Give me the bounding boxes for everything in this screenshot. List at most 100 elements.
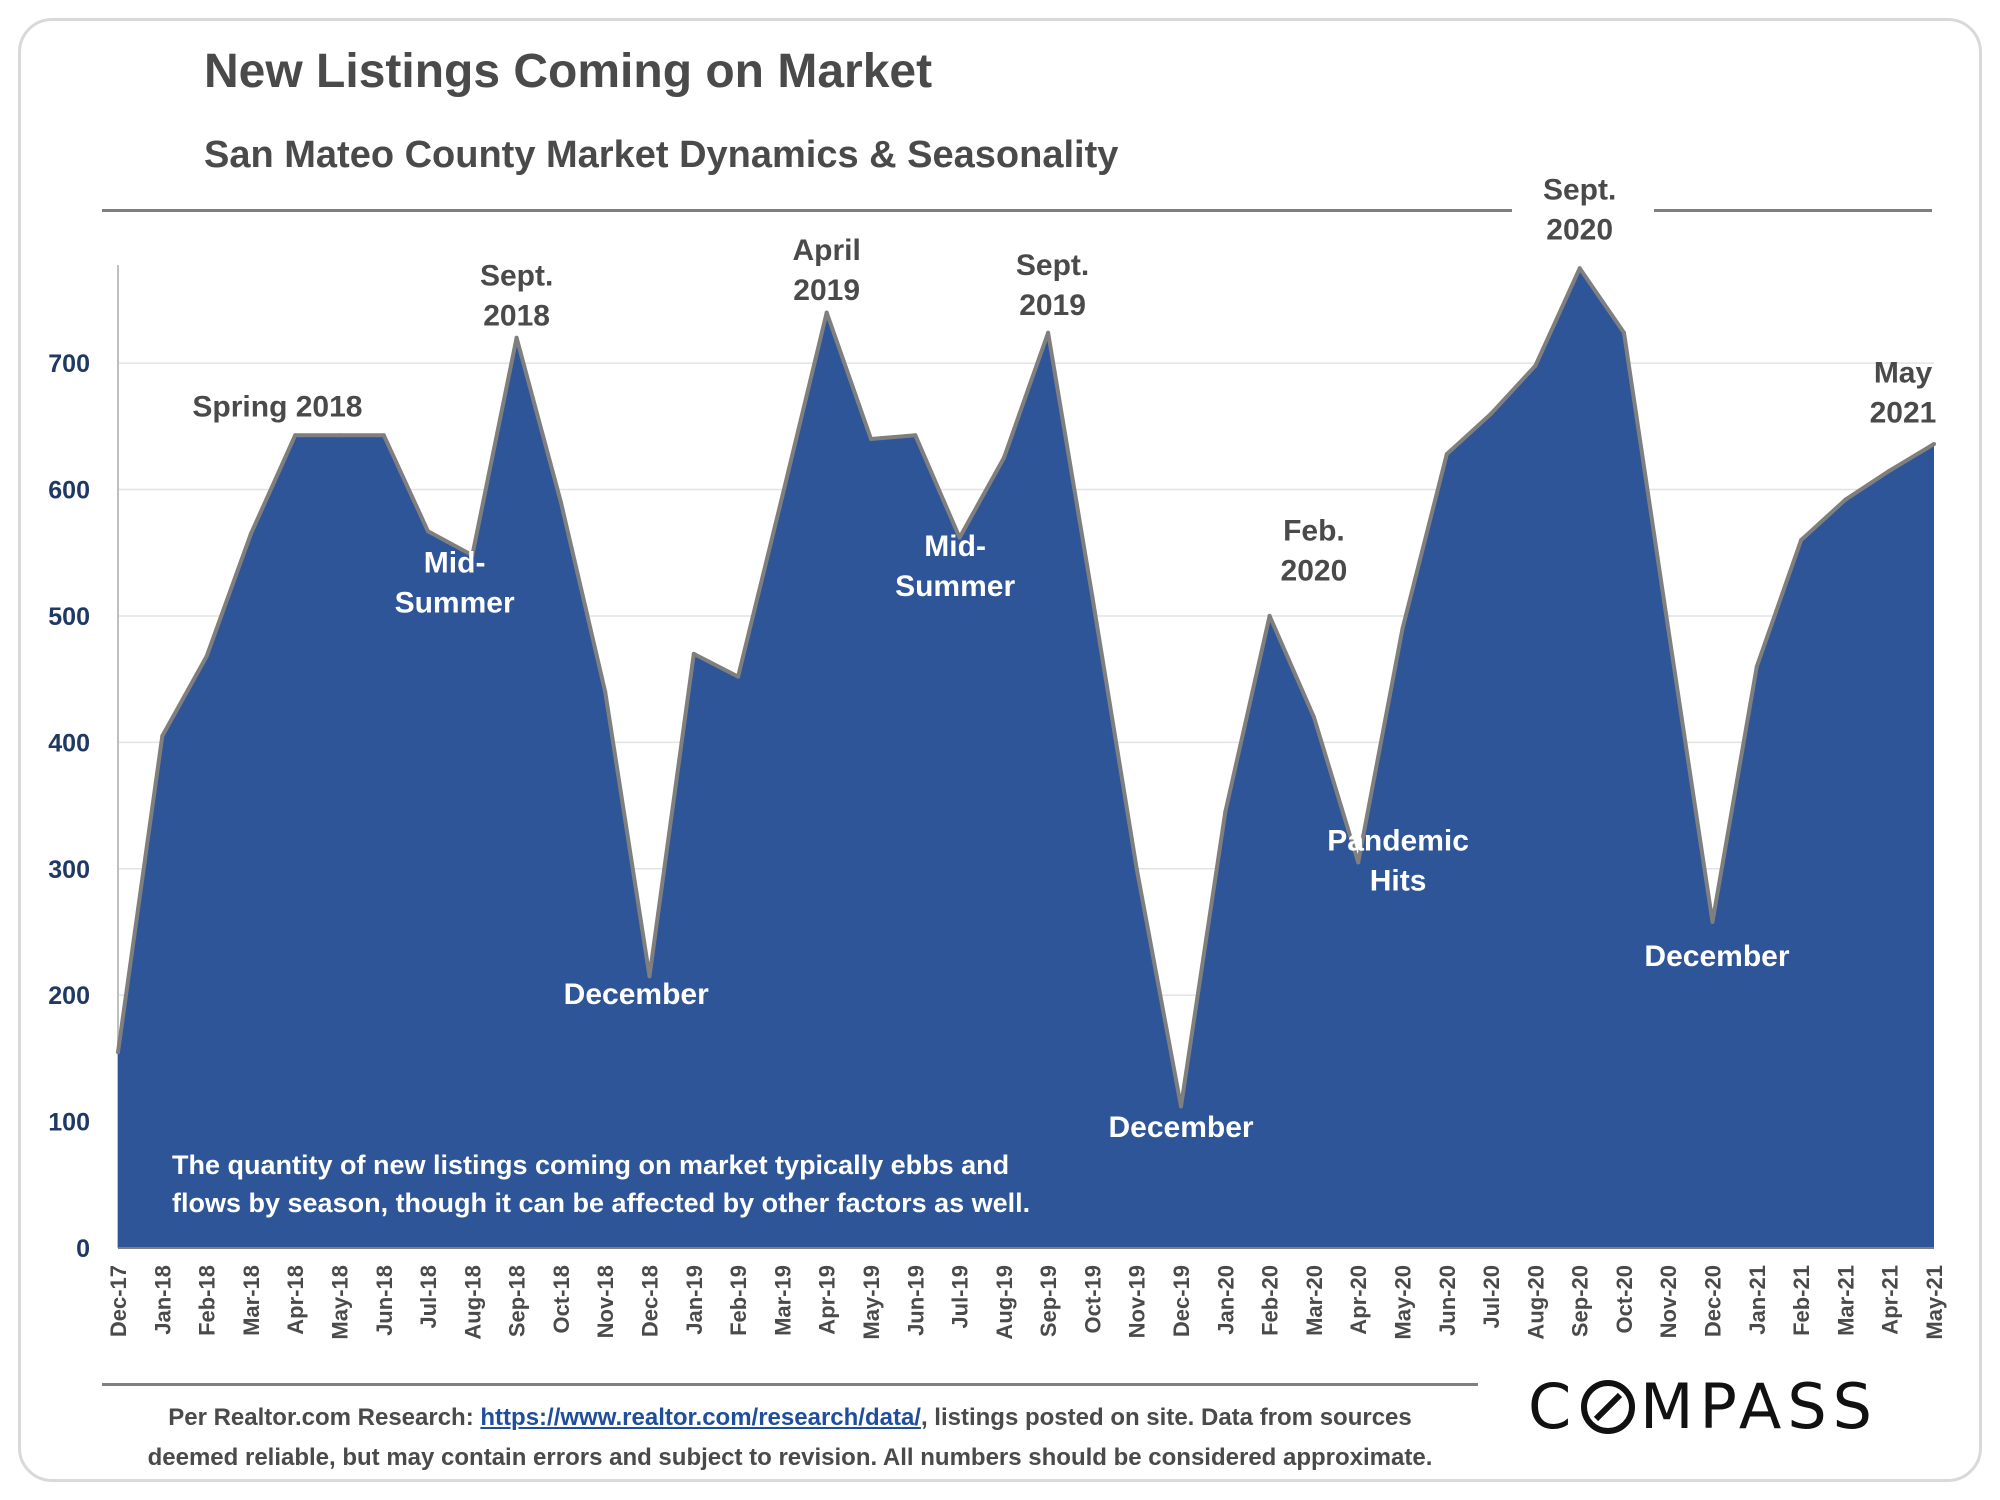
header-divider-right bbox=[1654, 209, 1932, 212]
x-tick-label: May-21 bbox=[1922, 1265, 1947, 1340]
annotation-label: Mid- bbox=[924, 530, 986, 563]
data-point-Jan-19 bbox=[691, 651, 696, 656]
data-point-Aug-19 bbox=[1001, 455, 1006, 460]
data-point-Feb-20 bbox=[1267, 613, 1272, 618]
annotation-label: Sept. bbox=[1016, 249, 1089, 282]
data-point-Sep-18 bbox=[514, 335, 519, 340]
x-tick-label: Aug-18 bbox=[460, 1265, 485, 1340]
data-point-Sep-20 bbox=[1577, 266, 1582, 271]
data-point-Feb-18 bbox=[204, 654, 209, 659]
data-point-Jan-20 bbox=[1223, 809, 1228, 814]
annotation-label: Mid- bbox=[424, 546, 486, 579]
data-point-Apr-19 bbox=[824, 310, 829, 315]
x-tick-label: Jun-19 bbox=[903, 1265, 928, 1336]
data-point-Oct-19 bbox=[1090, 595, 1095, 599]
chart-frame bbox=[18, 18, 1982, 1482]
annotation-label: Sept. bbox=[480, 259, 553, 292]
annotation-label: 2019 bbox=[793, 274, 860, 307]
x-tick-label: Nov-20 bbox=[1656, 1265, 1681, 1338]
source-footnote: Per Realtor.com Research: https://www.re… bbox=[100, 1398, 1480, 1478]
x-tick-label: May-18 bbox=[327, 1265, 352, 1340]
data-point-Mar-19 bbox=[780, 493, 785, 498]
x-tick-label: Nov-18 bbox=[593, 1265, 618, 1338]
source-suffix: , listings posted on site. Data from sou… bbox=[920, 1404, 1412, 1431]
annotation-label: December bbox=[564, 978, 709, 1011]
data-point-May-21 bbox=[1932, 442, 1936, 446]
x-tick-label: Apr-18 bbox=[283, 1265, 308, 1335]
data-point-Jun-18 bbox=[381, 433, 386, 438]
data-point-Jun-19 bbox=[913, 433, 918, 438]
data-point-Nov-19 bbox=[1134, 866, 1139, 871]
annotation-label: May bbox=[1874, 357, 1933, 390]
annotation-label: Sept. bbox=[1543, 173, 1616, 206]
data-point-Nov-20 bbox=[1666, 626, 1671, 631]
data-point-Jul-20 bbox=[1489, 411, 1494, 416]
footer-divider bbox=[102, 1383, 1478, 1386]
annotation-label: 2021 bbox=[1870, 397, 1937, 430]
x-tick-label: Dec-19 bbox=[1169, 1265, 1194, 1337]
x-tick-label: Mar-19 bbox=[770, 1265, 795, 1336]
x-tick-label: Dec-17 bbox=[106, 1265, 131, 1337]
data-point-Aug-20 bbox=[1533, 363, 1538, 368]
y-tick-label: 300 bbox=[48, 856, 90, 884]
x-tick-label: Mar-20 bbox=[1302, 1265, 1327, 1336]
data-point-Aug-18 bbox=[470, 553, 475, 558]
data-point-Jan-21 bbox=[1754, 664, 1759, 669]
x-tick-label: Aug-20 bbox=[1523, 1265, 1548, 1340]
x-tick-label: Feb-20 bbox=[1258, 1265, 1283, 1336]
x-tick-label: Jun-18 bbox=[372, 1265, 397, 1336]
data-point-Apr-21 bbox=[1887, 468, 1892, 473]
chart-note: The quantity of new listings coming on m… bbox=[172, 1150, 1009, 1180]
annotation-label: Pandemic bbox=[1327, 824, 1469, 857]
x-tick-label: Oct-20 bbox=[1612, 1265, 1637, 1333]
x-tick-label: Feb-21 bbox=[1789, 1265, 1814, 1336]
data-point-Dec-20 bbox=[1710, 919, 1715, 924]
x-tick-label: Jul-18 bbox=[416, 1265, 441, 1329]
x-tick-label: Jun-20 bbox=[1435, 1265, 1460, 1336]
source-prefix: Per Realtor.com Research: bbox=[168, 1404, 474, 1431]
x-tick-label: Jan-18 bbox=[150, 1265, 175, 1335]
x-tick-label: Dec-18 bbox=[638, 1265, 663, 1337]
chart-subtitle: San Mateo County Market Dynamics & Seaso… bbox=[204, 134, 1119, 176]
x-tick-label: Feb-18 bbox=[195, 1265, 220, 1336]
annotation-label: 2019 bbox=[1019, 289, 1086, 322]
x-tick-label: Apr-19 bbox=[815, 1265, 840, 1335]
data-point-Dec-18 bbox=[647, 974, 652, 979]
data-point-Sep-19 bbox=[1046, 330, 1051, 335]
annotation-label: 2020 bbox=[1546, 213, 1613, 246]
annotation-label: Summer bbox=[395, 586, 515, 619]
data-point-Dec-19 bbox=[1179, 1104, 1183, 1109]
annotation-label: Summer bbox=[895, 570, 1015, 603]
series-line bbox=[116, 266, 1936, 1109]
x-tick-label: Jan-20 bbox=[1213, 1265, 1238, 1335]
x-tick-label: Nov-19 bbox=[1125, 1265, 1150, 1338]
series-area bbox=[118, 268, 1934, 1248]
y-tick-label: 500 bbox=[48, 603, 90, 631]
annotation-label: 2020 bbox=[1281, 555, 1348, 588]
data-point-May-18 bbox=[337, 433, 342, 438]
svg-text:MPASS: MPASS bbox=[1640, 1372, 1878, 1442]
annotation-label: December bbox=[1108, 1111, 1253, 1144]
x-tick-label: Oct-18 bbox=[549, 1265, 574, 1333]
x-tick-label: Jan-19 bbox=[682, 1265, 707, 1335]
x-tick-label: May-19 bbox=[859, 1265, 884, 1340]
compass-logo: C MPASS bbox=[1528, 1370, 1968, 1457]
x-tick-label: Feb-19 bbox=[726, 1265, 751, 1336]
x-tick-label: May-20 bbox=[1390, 1265, 1415, 1340]
annotation-label: Feb. bbox=[1283, 515, 1345, 548]
x-tick-label: Apr-21 bbox=[1878, 1265, 1903, 1335]
data-point-Mar-21 bbox=[1843, 497, 1848, 502]
data-point-Feb-19 bbox=[736, 674, 741, 679]
data-point-Nov-18 bbox=[603, 689, 608, 694]
data-point-Oct-18 bbox=[558, 500, 563, 505]
data-point-May-19 bbox=[869, 437, 873, 441]
source-link[interactable]: https://www.realtor.com/research/data/ bbox=[480, 1404, 921, 1431]
data-point-Dec-17 bbox=[116, 1050, 120, 1055]
data-point-Jul-18 bbox=[426, 529, 430, 534]
data-point-Oct-20 bbox=[1622, 330, 1626, 335]
x-tick-label: Aug-19 bbox=[992, 1265, 1017, 1340]
data-point-May-20 bbox=[1400, 626, 1405, 631]
svg-text:C: C bbox=[1528, 1372, 1577, 1442]
data-point-Mar-18 bbox=[248, 531, 253, 536]
